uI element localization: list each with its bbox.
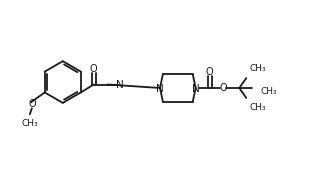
Text: CH₃: CH₃ bbox=[22, 119, 38, 128]
Text: N: N bbox=[115, 80, 123, 89]
Text: N: N bbox=[156, 84, 164, 94]
Text: O: O bbox=[206, 67, 213, 77]
Text: CH₃: CH₃ bbox=[249, 64, 266, 73]
Text: O: O bbox=[220, 83, 227, 93]
Text: CH₃: CH₃ bbox=[260, 87, 277, 96]
Text: O: O bbox=[28, 99, 36, 109]
Text: CH₃: CH₃ bbox=[249, 103, 266, 112]
Text: O: O bbox=[90, 64, 98, 74]
Text: N: N bbox=[192, 84, 200, 94]
